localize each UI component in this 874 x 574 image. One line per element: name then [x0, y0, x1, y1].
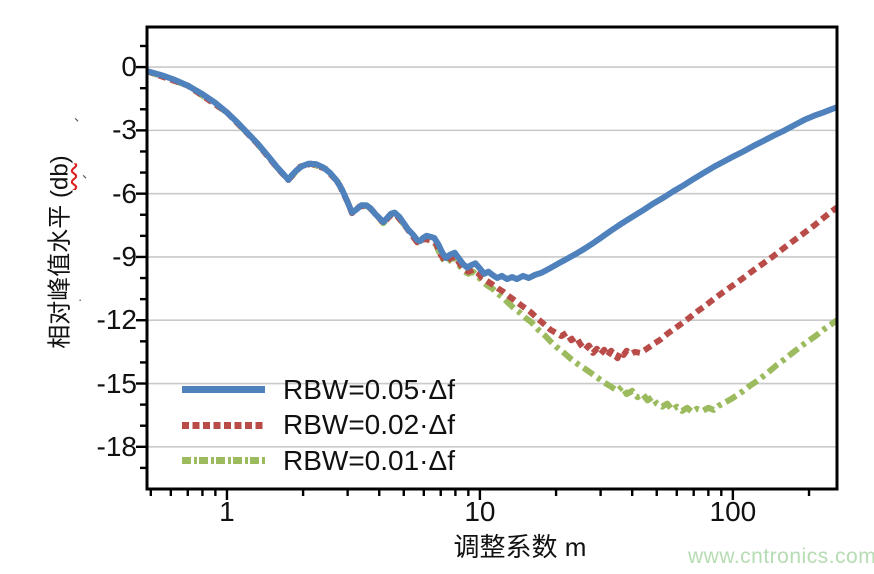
stray-mark: 、	[82, 166, 96, 181]
y-tick-label: -3	[112, 114, 137, 146]
legend-item-rbw-002: RBW=0.02·Δf	[182, 408, 455, 444]
stray-mark: ·	[78, 292, 83, 307]
y-tick-label: -6	[112, 177, 137, 209]
legend-item-rbw-005: RBW=0.05·Δf	[182, 372, 455, 408]
watermark-link[interactable]: www.cntronics.com	[688, 545, 874, 568]
y-axis-title-suffix: )	[46, 155, 74, 164]
series-line-RBW=0.05·Δf	[147, 68, 837, 283]
series-line-RBW=0.01·Δf	[147, 68, 837, 415]
y-tick-label: 0	[121, 51, 137, 83]
legend-swatch-solid-line	[182, 386, 265, 394]
y-axis-title-db-misspell: db	[46, 163, 74, 191]
x-axis-title: 调整系数 m	[453, 532, 587, 562]
legend-label: RBW=0.05·Δf	[283, 373, 455, 405]
legend-label: RBW=0.01·Δf	[283, 444, 455, 476]
y-tick-label: -15	[96, 367, 137, 399]
plot-frame	[145, 25, 839, 491]
x-tick-label: 100	[709, 496, 757, 527]
gridlines	[147, 66, 837, 448]
legend-swatch-dashdot-line	[182, 457, 265, 465]
y-tick-label: -18	[96, 430, 137, 462]
x-tick-label: 10	[464, 496, 496, 527]
stray-mark: 、	[74, 109, 88, 124]
series-line-RBW=0.02·Δf	[147, 68, 837, 362]
y-tick-label: -12	[96, 304, 137, 336]
legend-label: RBW=0.02·Δf	[283, 409, 455, 441]
x-tick-label: 1	[219, 496, 235, 527]
y-tick-label: -9	[112, 240, 137, 272]
series-curves	[147, 68, 837, 415]
y-axis-title: 相对峰值水平 (db)	[40, 155, 75, 348]
legend-item-rbw-001: RBW=0.01·Δf	[182, 443, 455, 479]
legend-swatch-dashed-line	[182, 421, 265, 429]
legend: RBW=0.05·Δf RBW=0.02·Δf RBW=0.01·Δf	[182, 372, 455, 479]
y-axis-title-prefix: 相对峰值水平 (	[46, 190, 74, 349]
